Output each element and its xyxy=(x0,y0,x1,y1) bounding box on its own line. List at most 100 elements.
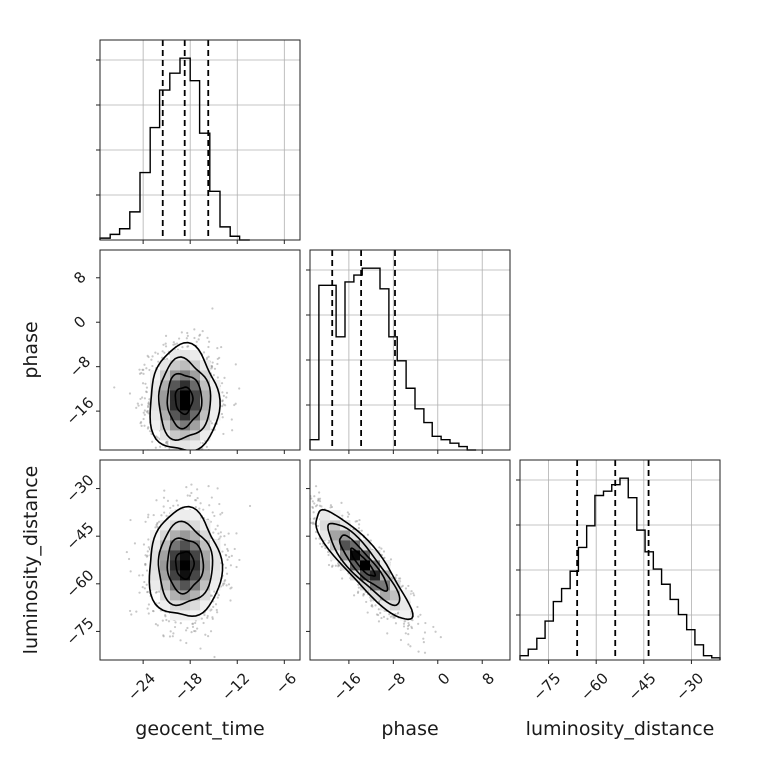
scatter-point xyxy=(190,631,193,634)
contour-line-4 xyxy=(148,505,224,618)
scatter-point xyxy=(334,564,337,567)
contour-line-2 xyxy=(166,372,203,430)
density-block xyxy=(180,410,191,421)
scatter-point xyxy=(341,577,344,580)
scatter-point xyxy=(210,496,213,499)
joint-panel-phase-luminosity-distance xyxy=(306,459,511,664)
scatter-point xyxy=(174,621,177,624)
density-block xyxy=(190,350,201,361)
scatter-point xyxy=(357,527,360,530)
scatter-point xyxy=(402,625,406,628)
scatter-point xyxy=(140,403,143,406)
scatter-point xyxy=(166,499,170,502)
scatter-point xyxy=(386,632,389,635)
density-block xyxy=(390,590,401,601)
density-block xyxy=(380,590,391,601)
scatter-point xyxy=(388,613,391,616)
density-block xyxy=(340,520,351,531)
histogram-panel-geocent-time xyxy=(96,39,301,244)
density-block xyxy=(180,600,191,611)
density-block xyxy=(190,550,201,561)
density-block xyxy=(180,400,191,411)
density-block xyxy=(170,540,181,551)
scatter-point xyxy=(423,651,427,654)
density-block xyxy=(200,520,211,531)
scatter-point xyxy=(202,351,206,354)
scatter-point xyxy=(399,577,402,580)
scatter-point xyxy=(210,367,213,370)
scatter-point xyxy=(141,382,145,385)
density-block xyxy=(200,580,211,591)
scatter-point xyxy=(186,626,189,630)
density-block xyxy=(190,390,201,401)
scatter-point xyxy=(248,504,252,508)
scatter-point xyxy=(329,504,333,507)
contour-line-1 xyxy=(174,550,196,581)
scatter-point xyxy=(224,566,227,569)
density-block xyxy=(160,550,171,561)
density-block xyxy=(330,530,341,541)
density-block xyxy=(190,560,201,571)
density-block xyxy=(170,360,181,371)
scatter-point xyxy=(407,643,410,646)
density-block xyxy=(340,540,351,551)
scatter-point xyxy=(160,514,163,517)
scatter-point xyxy=(206,336,209,339)
scatter-point xyxy=(210,364,213,368)
scatter-point xyxy=(314,537,318,540)
density-block xyxy=(180,560,191,571)
scatter-point xyxy=(165,514,168,517)
density-block xyxy=(380,570,391,581)
scatter-point xyxy=(337,562,340,565)
scatter-point xyxy=(379,611,382,615)
scatter-point xyxy=(179,622,182,625)
density-block xyxy=(210,540,221,551)
axes-frame xyxy=(309,249,511,451)
density-block xyxy=(200,390,211,401)
scatter-point xyxy=(357,590,360,593)
scatter-point xyxy=(366,611,369,614)
scatter-point xyxy=(147,412,150,415)
scatter-point xyxy=(186,331,189,335)
density-block xyxy=(150,380,161,391)
density-block xyxy=(180,430,191,441)
scatter-point xyxy=(162,343,165,346)
scatter-point xyxy=(125,550,128,554)
scatter-point xyxy=(357,586,361,589)
scatter-point xyxy=(331,564,334,567)
scatter-point xyxy=(222,432,225,436)
density-block xyxy=(200,560,211,571)
density-block xyxy=(190,520,201,531)
density-block xyxy=(200,600,211,611)
scatter-point xyxy=(138,574,141,577)
scatter-point xyxy=(201,447,204,450)
density-block xyxy=(210,380,221,391)
density-block xyxy=(180,520,191,531)
scatter-point xyxy=(223,582,226,585)
density-block xyxy=(170,440,181,450)
scatter-point xyxy=(128,609,132,613)
scatter-point xyxy=(194,499,198,502)
scatter-point xyxy=(196,488,199,491)
density-block xyxy=(150,370,161,381)
density-block xyxy=(200,380,211,391)
scatter-point xyxy=(380,616,383,620)
scatter-point xyxy=(157,520,161,523)
scatter-point xyxy=(234,363,237,366)
density-block xyxy=(320,530,331,541)
density-block xyxy=(170,350,181,361)
scatter-point xyxy=(141,586,144,589)
scatter-point xyxy=(313,502,316,505)
scatter-point xyxy=(224,553,227,557)
scatter-point xyxy=(319,542,322,545)
scatter-point xyxy=(146,550,149,553)
scatter-point xyxy=(337,564,341,567)
joint-panel-geocent-time-luminosity-distance xyxy=(96,459,301,664)
scatter-point xyxy=(389,615,392,618)
scatter-point xyxy=(145,583,148,586)
density-block xyxy=(170,590,181,601)
density-block xyxy=(150,390,161,401)
scatter-point xyxy=(185,486,188,489)
scatter-point xyxy=(202,508,205,511)
